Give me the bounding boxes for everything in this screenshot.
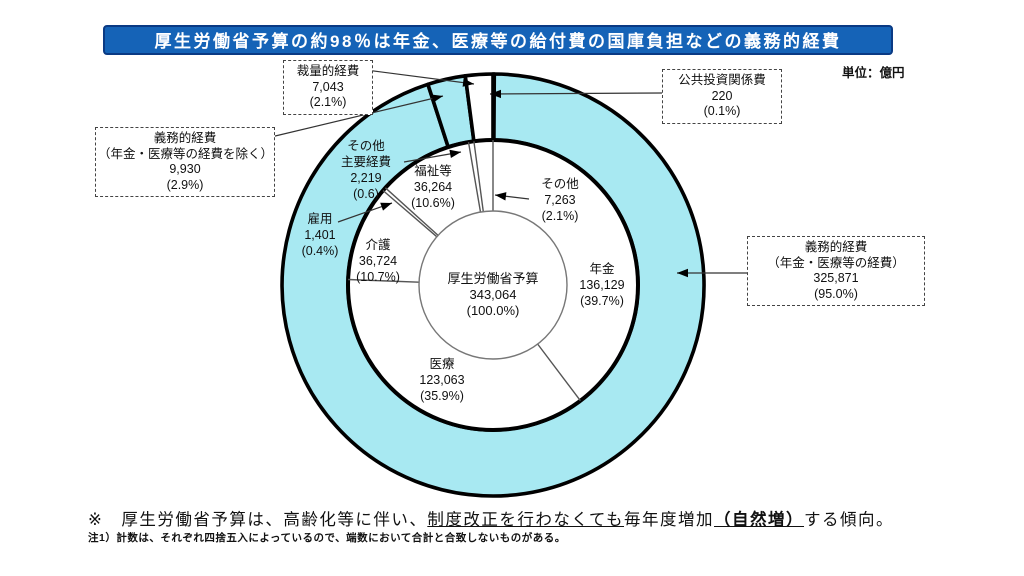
callout-mandatory-main-value: 325,871 — [813, 271, 859, 285]
footnote-sub: 注1）計数は、それぞれ四捨五入によっているので、端数において合計と合致しないもの… — [88, 532, 566, 544]
inner-ring-divider — [537, 343, 581, 402]
label-nursing-care-pct: (10.7%) — [356, 270, 400, 284]
label-employment-name: 雇用 — [307, 212, 333, 226]
center-circle — [418, 210, 568, 360]
title-banner: 厚生労働省予算の約98％は年金、医療等の給付費の国庫負担などの義務的経費 — [103, 25, 893, 55]
footnote-underlined: 制度改正を行わなくても — [427, 511, 625, 529]
leader-line — [489, 92, 663, 95]
callout-mandatory-main-label: 義務的経費 — [804, 240, 868, 254]
callout-mandatory-excluding-label: 義務的経費 — [153, 131, 217, 145]
label-welfare-pct: (10.6%) — [411, 196, 455, 210]
label-welfare-name: 福祉等 — [414, 164, 452, 178]
callout-mandatory-excluding: 義務的経費 （年金・医療等の経費を除く） 9,930 (2.9%) — [95, 127, 275, 197]
leader-arrowhead — [677, 268, 688, 278]
footnote-main: ※ 厚生労働省予算は、高齢化等に伴い、制度改正を行わなくても毎年度増加（自然増）… — [88, 506, 894, 530]
footnote-symbol: ※ — [88, 511, 104, 529]
inner-ring-divider — [473, 141, 484, 212]
callout-discretionary-label: 裁量的経費 — [296, 64, 360, 78]
leader-line — [365, 69, 475, 85]
label-other-major-expenses: その他 主要経費 2,219 (0.6) — [341, 138, 391, 202]
label-pension: 年金 136,129 (39.7%) — [579, 261, 624, 309]
leader-arrowhead — [380, 202, 392, 211]
label-other-major-expenses-l1: その他 — [347, 139, 385, 153]
label-pension-value: 136,129 — [579, 278, 625, 292]
callout-discretionary-pct: (2.1%) — [309, 95, 347, 109]
label-other-name: その他 — [541, 177, 579, 191]
callout-public-investment-value: 220 — [711, 88, 733, 103]
inner-ring-divider — [384, 187, 439, 236]
label-employment-value: 1,401 — [304, 228, 336, 242]
label-nursing-care-name: 介護 — [365, 238, 391, 252]
callout-mandatory-main: 義務的経費 （年金・医療等の経費） 325,871 (95.0%) — [747, 236, 925, 306]
footnote-underlined-bold: （自然増） — [714, 511, 805, 529]
leader-arrowhead — [495, 192, 507, 201]
label-total-center: 厚生労働省予算 343,064 (100.0%) — [447, 271, 538, 319]
label-other-pct: (2.1%) — [541, 209, 579, 223]
label-total-value: 343,064 — [469, 287, 517, 302]
callout-mandatory-excluding-value: 9,930 — [169, 162, 201, 176]
label-pension-pct: (39.7%) — [580, 294, 624, 308]
label-welfare-value: 36,264 — [413, 180, 453, 194]
label-medical-name: 医療 — [429, 357, 455, 371]
callout-public-investment-label: 公共投資関係費 — [678, 73, 766, 87]
unit-label: 単位：億円 — [842, 66, 905, 80]
footnote-part2: 毎年度増加 — [624, 511, 715, 529]
label-welfare: 福祉等 36,264 (10.6%) — [411, 163, 455, 211]
label-medical-pct: (35.9%) — [420, 389, 464, 403]
callout-discretionary-value: 7,043 — [312, 79, 344, 94]
label-other-major-expenses-pct: (0.6) — [353, 187, 379, 201]
footnote-part3: する傾向。 — [804, 511, 895, 529]
leader-arrowhead — [462, 78, 474, 87]
callout-mandatory-excluding-pct: (2.9%) — [166, 177, 204, 192]
label-employment: 雇用 1,401 (0.4%) — [302, 211, 339, 259]
callout-discretionary: 裁量的経費 7,043 (2.1%) — [283, 60, 373, 115]
leader-arrowhead — [431, 94, 443, 103]
footnote-part1: 厚生労働省予算は、高齢化等に伴い、 — [121, 511, 428, 529]
label-pension-name: 年金 — [589, 262, 615, 276]
label-nursing-care-value: 36,724 — [358, 254, 398, 268]
label-employment-pct: (0.4%) — [301, 244, 339, 258]
callout-public-investment-pct: (0.1%) — [703, 104, 741, 118]
callout-mandatory-excluding-sublabel: （年金・医療等の経費を除く） — [98, 146, 274, 161]
label-medical: 医療 123,063 (35.9%) — [419, 356, 464, 404]
label-other-major-expenses-value: 2,219 — [350, 171, 382, 185]
leader-line — [270, 95, 444, 138]
label-other-major-expenses-l2: 主要経費 — [340, 155, 392, 169]
label-total-name: 厚生労働省予算 — [447, 271, 539, 286]
label-total-pct: (100.0%) — [466, 303, 520, 318]
leader-arrowhead — [449, 149, 461, 158]
label-other: その他 7,263 (2.1%) — [541, 176, 579, 224]
callout-public-investment: 公共投資関係費 220 (0.1%) — [662, 69, 782, 124]
label-other-value: 7,263 — [544, 193, 576, 207]
callout-mandatory-main-sublabel: （年金・医療等の経費） — [767, 255, 905, 270]
inner-ring-divider — [348, 278, 420, 283]
leader-arrowhead — [490, 89, 501, 99]
callout-mandatory-main-pct: (95.0%) — [814, 286, 858, 301]
inner-ring-divider — [467, 141, 482, 213]
label-medical-value: 123,063 — [419, 373, 465, 387]
inner-ring-divider — [382, 189, 438, 238]
label-nursing-care: 介護 36,724 (10.7%) — [356, 237, 400, 285]
